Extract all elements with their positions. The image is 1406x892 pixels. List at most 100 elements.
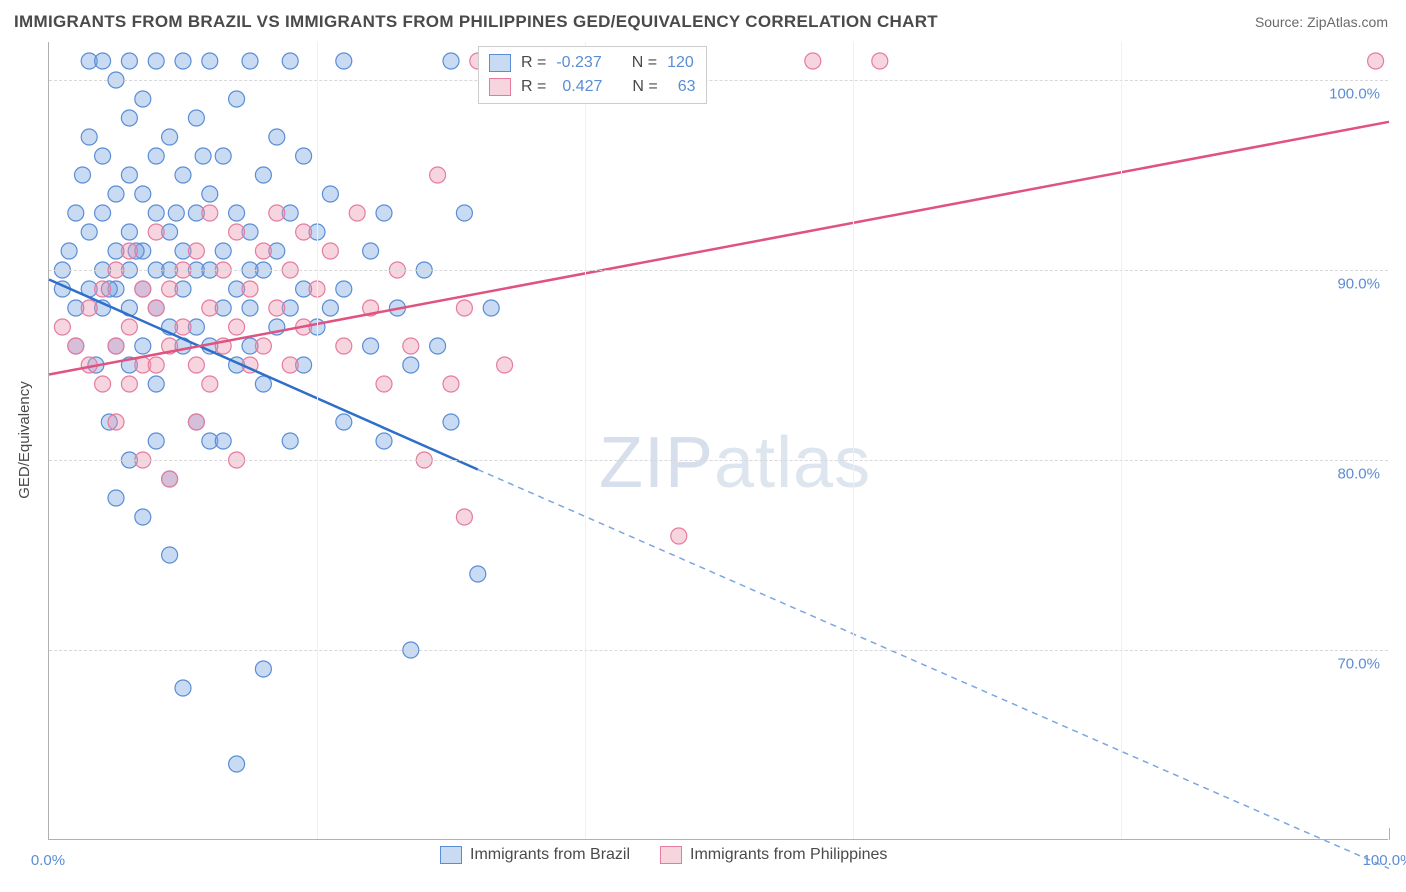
legend-label-philippines: Immigrants from Philippines [690,846,887,864]
scatter-point-brazil [135,509,151,525]
scatter-point-philippines [336,338,352,354]
scatter-point-brazil [443,53,459,69]
scatter-point-brazil [255,376,271,392]
scatter-point-philippines [135,281,151,297]
scatter-point-brazil [215,243,231,259]
legend-item-philippines: Immigrants from Philippines [660,846,887,864]
chart-svg [49,42,1388,839]
scatter-point-brazil [148,205,164,221]
scatter-point-brazil [202,186,218,202]
scatter-point-philippines [188,243,204,259]
scatter-point-brazil [148,433,164,449]
scatter-point-philippines [121,376,137,392]
scatter-point-philippines [443,376,459,392]
gridline-vertical [585,42,586,839]
swatch-brazil [440,846,462,864]
trendline-brazil [49,280,478,470]
scatter-point-philippines [188,414,204,430]
scatter-point-brazil [363,243,379,259]
gridline-horizontal [49,80,1388,81]
scatter-point-brazil [175,53,191,69]
swatch-philippines [660,846,682,864]
scatter-point-brazil [483,300,499,316]
scatter-point-philippines [68,338,84,354]
scatter-point-brazil [135,186,151,202]
scatter-point-brazil [168,205,184,221]
scatter-point-philippines [296,224,312,240]
legend-stats-row: R = -0.237 N = 120 [489,51,696,75]
scatter-point-brazil [229,91,245,107]
scatter-point-brazil [229,756,245,772]
trendline-dashed-brazil [478,470,1389,869]
scatter-point-philippines [255,338,271,354]
n-value-philippines: 63 [678,78,696,96]
scatter-point-brazil [282,53,298,69]
scatter-point-brazil [242,53,258,69]
scatter-point-philippines [229,224,245,240]
legend-stats-row: R = 0.427 N = 63 [489,75,696,99]
legend-item-brazil: Immigrants from Brazil [440,846,630,864]
scatter-point-brazil [148,53,164,69]
scatter-point-brazil [175,167,191,183]
scatter-point-philippines [108,338,124,354]
scatter-point-brazil [195,148,211,164]
gridline-vertical [1121,42,1122,839]
scatter-point-brazil [296,148,312,164]
scatter-point-brazil [255,167,271,183]
r-label: R = [521,54,546,72]
scatter-point-brazil [135,91,151,107]
gridline-vertical [853,42,854,839]
scatter-point-philippines [95,281,111,297]
scatter-point-brazil [162,547,178,563]
scatter-point-philippines [162,281,178,297]
y-axis-title: GED/Equivalency [16,381,33,499]
y-tick-label: 70.0% [1337,656,1380,673]
scatter-point-brazil [229,205,245,221]
scatter-point-philippines [229,319,245,335]
scatter-point-philippines [108,414,124,430]
scatter-point-philippines [456,509,472,525]
scatter-point-brazil [81,129,97,145]
scatter-point-philippines [349,205,365,221]
scatter-point-brazil [322,300,338,316]
scatter-point-philippines [269,205,285,221]
gridline-horizontal [49,270,1388,271]
swatch-brazil [489,54,511,72]
scatter-point-philippines [175,319,191,335]
r-value-philippines: 0.427 [562,78,602,96]
gridline-horizontal [49,460,1388,461]
scatter-point-brazil [162,129,178,145]
scatter-point-brazil [121,53,137,69]
scatter-point-brazil [95,205,111,221]
scatter-point-philippines [148,300,164,316]
gridline-vertical [317,42,318,839]
scatter-point-brazil [95,53,111,69]
scatter-point-brazil [175,680,191,696]
scatter-point-philippines [376,376,392,392]
x-tick-label: 0.0% [31,852,65,869]
scatter-point-brazil [255,661,271,677]
scatter-point-brazil [215,433,231,449]
scatter-point-brazil [81,224,97,240]
gridline-vertical [1389,828,1390,840]
scatter-point-brazil [121,167,137,183]
scatter-point-philippines [671,528,687,544]
scatter-point-brazil [443,414,459,430]
n-value-brazil: 120 [667,54,694,72]
scatter-point-philippines [188,357,204,373]
scatter-point-philippines [403,338,419,354]
scatter-point-brazil [68,205,84,221]
scatter-point-brazil [108,490,124,506]
scatter-point-brazil [336,281,352,297]
scatter-point-philippines [255,243,271,259]
scatter-point-brazil [363,338,379,354]
scatter-point-philippines [497,357,513,373]
scatter-point-philippines [148,357,164,373]
scatter-point-brazil [376,205,392,221]
scatter-point-philippines [162,471,178,487]
legend-series: Immigrants from Brazil Immigrants from P… [440,846,887,864]
chart-title: IMMIGRANTS FROM BRAZIL VS IMMIGRANTS FRO… [14,12,938,32]
trendline-philippines [49,122,1389,375]
scatter-point-brazil [282,433,298,449]
y-tick-label: 100.0% [1329,86,1380,103]
